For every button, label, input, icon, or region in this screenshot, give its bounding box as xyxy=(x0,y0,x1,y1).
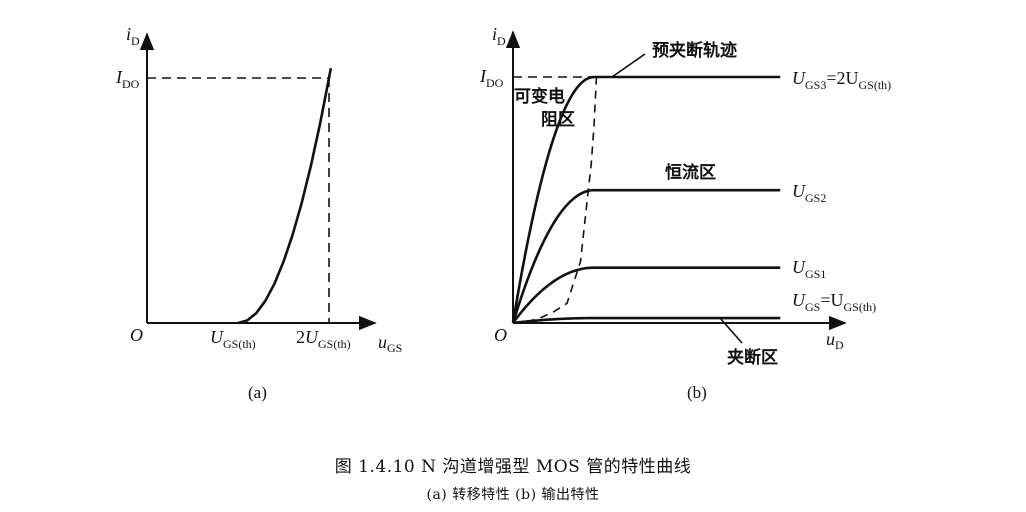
figure-caption: 图 1.4.10 N 沟道增强型 MOS 管的特性曲线 xyxy=(334,457,692,477)
panel-b-y-tick-ido: IDO xyxy=(479,66,504,90)
output-curve-1 xyxy=(511,75,781,324)
annotation-cutoff: 夹断区 xyxy=(727,347,778,368)
panel-a-y-label: iD xyxy=(126,24,140,48)
transfer-curve xyxy=(237,67,333,325)
output-curve-2 xyxy=(511,188,781,324)
panel-a: O iD IDO UGS(th) 2UGS(th) uGS (a) xyxy=(115,24,402,402)
output-curve-4 xyxy=(512,316,781,325)
series-label-ugsth: UGS=UGS(th) xyxy=(792,290,876,314)
output-curve-3 xyxy=(511,266,781,324)
panel-a-x-tick-2ugsth: 2UGS(th) xyxy=(296,327,351,351)
series-label-ugs1: UGS1 xyxy=(792,257,826,281)
cutoff-leader xyxy=(719,317,743,344)
figure-subcaption: (a) 转移特性 (b) 输出特性 xyxy=(426,487,600,503)
panel-b: O iD IDO uD UGS3=2UGS(th) UGS2 UGS1 UGS=… xyxy=(479,24,891,402)
panel-a-origin: O xyxy=(130,325,143,345)
panel-b-y-label: iD xyxy=(492,24,506,48)
annotation-constant-current: 恒流区 xyxy=(665,162,716,183)
panel-b-x-label: uD xyxy=(826,329,844,352)
panel-b-series xyxy=(511,75,781,325)
annotation-variable-resistance-2: 阻区 xyxy=(541,110,575,130)
annotation-pinchoff-trace: 预夹断轨迹 xyxy=(652,40,737,61)
panel-b-origin: O xyxy=(494,325,507,345)
panel-a-series xyxy=(237,67,333,325)
panel-a-guides xyxy=(147,77,330,323)
annotation-variable-resistance-1: 可变电 xyxy=(514,86,565,107)
panel-a-x-tick-ugsth: UGS(th) xyxy=(210,327,256,351)
series-label-ugs3: UGS3=2UGS(th) xyxy=(792,68,891,92)
panel-a-label: (a) xyxy=(248,383,267,402)
panel-b-label: (b) xyxy=(687,383,707,402)
panel-a-y-tick-ido: IDO xyxy=(115,67,140,91)
pinchoff-trace-leader xyxy=(611,53,646,78)
series-label-ugs2: UGS2 xyxy=(792,181,826,205)
panel-a-x-label: uGS xyxy=(378,332,402,355)
